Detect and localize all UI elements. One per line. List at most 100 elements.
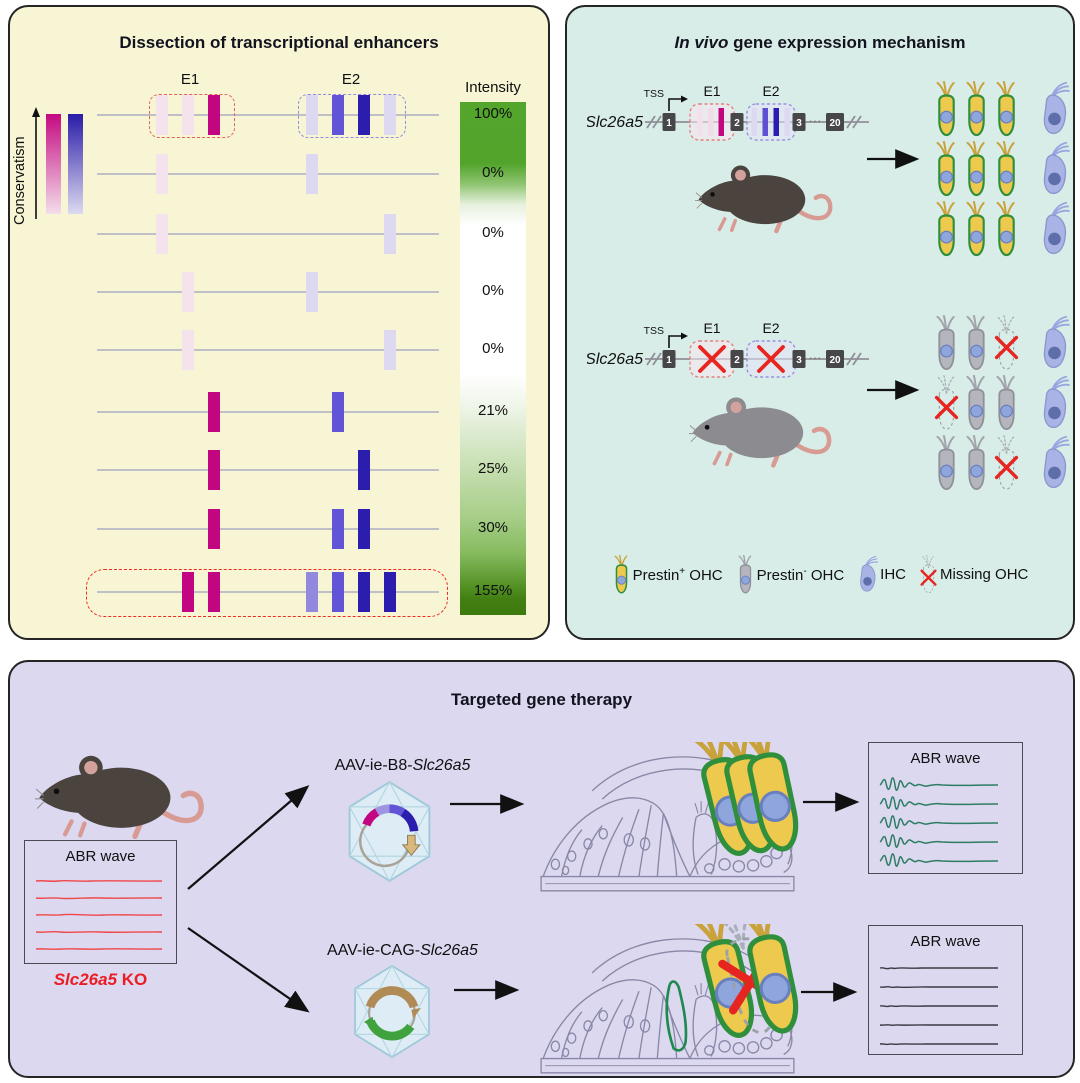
exon-ellipsis: ···	[809, 113, 822, 128]
exon-3: 3	[796, 118, 802, 129]
e2-group-box	[298, 94, 406, 138]
exons: 1 2 3 20	[662, 350, 844, 368]
enhancer-bar	[306, 272, 318, 312]
prestin-positive-ohc-icon	[993, 141, 1020, 197]
cell-legend: Prestin+ OHC Prestin- OHC IHC Missing OH…	[567, 555, 1073, 594]
conservatism-arrow-icon	[32, 107, 40, 219]
intensity-value: 0%	[482, 164, 504, 181]
intensity-value: 100%	[473, 105, 513, 122]
intensity-value: 155%	[473, 582, 513, 599]
enhancer-bar	[208, 95, 220, 135]
e2-deleted-x-icon	[757, 345, 785, 373]
e2-header: E2	[341, 71, 361, 88]
tss-label: TSS	[644, 325, 664, 337]
legend-label: Prestin+ OHC	[632, 565, 723, 584]
construct-line	[97, 469, 439, 471]
enhancer-bar	[332, 392, 344, 432]
prestin-negative-ohc-icon	[736, 555, 755, 594]
panel-invivo-mechanism: In vivo gene expression mechanism Slc26a…	[565, 5, 1075, 640]
enhancer-bar	[306, 95, 318, 135]
intensity-value: 30%	[477, 519, 509, 536]
missing-ohc-icon	[993, 435, 1020, 491]
prestin-negative-ohc-icon	[963, 315, 990, 371]
abr-box-flat: ABR wave	[868, 925, 1023, 1055]
e2-label: E2	[762, 83, 779, 99]
panel-b-title: In vivo gene expression mechanism	[567, 33, 1073, 53]
abr-box-restored-title: ABR wave	[910, 750, 981, 767]
haircell-grid-knockout	[933, 315, 1070, 491]
legend-ihc: IHC	[857, 555, 906, 594]
legend-prestin-positive: Prestin+ OHC	[612, 555, 723, 594]
enhancer-bar	[332, 572, 344, 612]
legend-label: Missing OHC	[940, 566, 1029, 583]
arrow-to-aav-b8	[187, 785, 310, 890]
arrow-to-aav-cag	[187, 927, 310, 1013]
abr-box-restored: ABR wave	[868, 742, 1023, 874]
construct-line	[97, 591, 439, 593]
enhancer-bar	[384, 214, 396, 254]
haircell-grid-wildtype	[933, 81, 1070, 257]
cochlea-treated-b8	[535, 742, 800, 900]
ihc-icon	[1039, 81, 1070, 137]
enhancer-bar	[358, 572, 370, 612]
prestin-negative-ohc-icon	[933, 315, 960, 371]
ko-genotype-label: Slc26a5 KO	[53, 970, 148, 989]
legend-prestin-negative: Prestin- OHC	[736, 555, 844, 594]
enhancer-bar	[358, 450, 370, 490]
conservatism-gradient-pink	[46, 114, 61, 214]
panel-gene-therapy: Targeted gene therapy ABR wave Slc26a5 K…	[8, 660, 1075, 1078]
prestin-negative-ohc-icon	[963, 435, 990, 491]
abr-wave-traces-restored	[879, 777, 999, 867]
gene-diagram-knockout: Slc26a5 TSS E1 E2 1 2 3 20 ···	[587, 320, 869, 378]
abr-box-ko: ABR wave	[24, 840, 177, 964]
prestin-positive-ohc-icon	[963, 201, 990, 257]
construct-line	[97, 233, 439, 235]
e1-bars	[697, 108, 724, 136]
prestin-positive-ohc-icon	[963, 81, 990, 137]
aav-cag-label: AAV-ie-CAG-Slc26a5	[327, 942, 478, 959]
prestin-positive-ohc-icon	[933, 141, 960, 197]
best-construct-box	[86, 569, 448, 617]
panel-c-arrows	[187, 785, 860, 1013]
panel-b-title-italic: In vivo	[674, 33, 729, 52]
prestin-negative-ohc-icon	[993, 375, 1020, 431]
panel-b-arrows	[867, 149, 920, 400]
aav-b8-label: AAV-ie-B8-Slc26a5	[334, 757, 471, 774]
prestin-negative-ohc-icon	[963, 375, 990, 431]
legend-label: IHC	[880, 566, 907, 583]
missing-ohc-icon	[993, 315, 1020, 371]
exon-2: 2	[734, 355, 740, 366]
construct-line	[97, 291, 439, 293]
panel-enhancer-dissection: Dissection of transcriptional enhancers …	[8, 5, 550, 640]
e2-bars	[751, 108, 790, 136]
ihc-icon	[1039, 141, 1070, 197]
prestin-negative-ohc-icon	[933, 435, 960, 491]
construct-line	[97, 114, 439, 116]
enhancer-bar	[332, 95, 344, 135]
ihc-icon	[1039, 435, 1070, 491]
enhancer-bar	[182, 572, 194, 612]
enhancer-bar	[208, 572, 220, 612]
gene-name-label: Slc26a5	[587, 114, 643, 131]
ihc-icon	[1039, 375, 1070, 431]
gene-diagram-wildtype: Slc26a5 TSS E1 E2	[587, 83, 869, 141]
enhancer-bar	[208, 509, 220, 549]
abr-box-ko-title: ABR wave	[65, 848, 136, 865]
ihc-icon	[1039, 201, 1070, 257]
panel-b-title-rest: gene expression mechanism	[728, 33, 966, 52]
missing-ohc-icon	[919, 555, 938, 594]
exon-2: 2	[734, 118, 740, 129]
abr-box-flat-title: ABR wave	[910, 933, 981, 950]
aav-b8-capsid-icon	[342, 780, 437, 883]
exon-1: 1	[666, 355, 672, 366]
enhancer-bar	[332, 509, 344, 549]
enhancer-bar	[208, 450, 220, 490]
enhancer-tracks	[10, 7, 552, 642]
legend-missing-ohc: Missing OHC	[919, 555, 1028, 594]
enhancer-bar	[358, 509, 370, 549]
e2-enhancer-box	[746, 103, 796, 141]
prestin-positive-ohc-icon	[963, 141, 990, 197]
e2-label: E2	[762, 320, 779, 336]
enhancer-bar	[156, 95, 168, 135]
